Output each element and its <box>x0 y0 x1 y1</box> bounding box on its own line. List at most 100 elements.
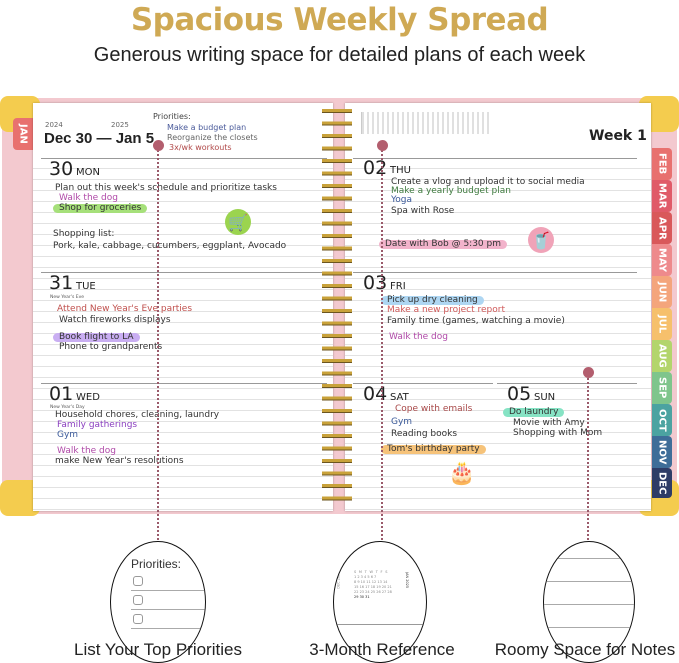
priorities-zoom: Priorities: <box>110 541 206 663</box>
entry: Gym <box>391 417 413 427</box>
entry: Phone to grandparents <box>59 342 163 352</box>
entry: Household chores, cleaning, laundry <box>55 410 220 420</box>
day-name: MON <box>76 167 100 178</box>
tab-dec[interactable]: DEC <box>652 468 672 498</box>
calendar-month: JAN 2025 <box>405 572 410 589</box>
entry: Watch fireworks displays <box>59 315 171 325</box>
calendar-month: DEC 2024 <box>336 571 341 589</box>
callout-pin <box>583 367 594 378</box>
tab-jan[interactable]: JAN <box>13 118 33 150</box>
checkbox[interactable] <box>133 576 143 586</box>
day-name: WED <box>76 392 100 403</box>
day-name: FRI <box>390 281 406 292</box>
calendar-row: 8 9 10 11 12 13 14 <box>354 580 388 584</box>
tab-feb[interactable]: FEB <box>652 148 672 180</box>
entry-highlighted: Book flight to LA <box>53 333 140 342</box>
entry: Gym <box>57 430 79 440</box>
drink-icon: 🥤 <box>528 227 554 253</box>
entry: Shopping with Mom <box>513 428 603 438</box>
priority-item: Make a budget plan <box>167 123 247 132</box>
checkbox[interactable] <box>133 614 143 624</box>
priority-item: Reorganize the closets <box>167 133 258 142</box>
entry: Reading books <box>391 429 458 439</box>
priorities-label: Priorities: <box>153 112 191 121</box>
entry-highlighted: Date with Bob @ 5:30 pm <box>379 240 507 249</box>
spiral-binding <box>322 104 352 508</box>
entry: Walk the dog <box>57 446 116 456</box>
notes-caption: Roomy Space for Notes <box>494 640 676 659</box>
birthday-cake-icon: 🎂 <box>448 461 476 486</box>
entry: Make a new project report <box>387 305 505 315</box>
week-number: Week 1 <box>589 128 647 144</box>
day-number: 03 <box>363 272 388 294</box>
tab-jul[interactable]: JUL <box>652 308 672 340</box>
subheadline: Generous writing space for detailed plan… <box>93 44 586 66</box>
entry: Attend New Year's Eve parties <box>57 304 193 314</box>
entry-highlighted: Pick up dry cleaning <box>381 296 484 305</box>
month-tabs: FEB MAR APR MAY JUN JUL AUG SEP OCT NOV … <box>652 148 672 498</box>
priorities-caption: List Your Top Priorities <box>74 640 242 659</box>
holiday-label: New Year's Eve <box>50 295 85 300</box>
calendar-row: 22 23 24 25 26 27 28 <box>354 590 392 594</box>
mini-calendars <box>361 112 491 134</box>
day-number: 30 <box>49 158 74 180</box>
right-page: Week 1 02 THU Create a vlog and upload i… <box>345 103 651 511</box>
tab-mar[interactable]: MAR <box>652 180 672 212</box>
priorities-label: Priorities: <box>131 557 182 571</box>
calendar-weekdays: S M T W T F S <box>354 570 389 574</box>
day-number: 04 <box>363 383 388 405</box>
entry-highlighted: Shop for groceries <box>53 204 148 213</box>
calendar-zoom: DEC 2024 JAN 2025 S M T W T F S 1 2 3 4 … <box>333 541 427 663</box>
day-name: SUN <box>534 392 556 403</box>
calendar-row: 29 30 31 <box>354 595 370 599</box>
start-year: 2024 <box>45 121 63 129</box>
checkbox[interactable] <box>133 595 143 605</box>
entry: Shopping list: <box>53 229 115 239</box>
tab-sep[interactable]: SEP <box>652 372 672 404</box>
day-name: TUE <box>76 281 96 292</box>
entry: Cope with emails <box>395 404 473 414</box>
entry: Pork, kale, cabbage, cucumbers, eggplant… <box>53 241 287 251</box>
entry: Walk the dog <box>59 193 118 203</box>
day-number: 05 <box>507 383 532 405</box>
end-year: 2025 <box>111 121 129 129</box>
cart-icon: 🛒 <box>225 209 251 235</box>
calendar-caption: 3-Month Reference <box>309 640 455 659</box>
tab-oct[interactable]: OCT <box>652 404 672 436</box>
callout-pin <box>377 140 388 151</box>
day-number: 01 <box>49 383 74 405</box>
day-number: 31 <box>49 272 74 294</box>
headline: Spacious Weekly Spread <box>130 2 549 38</box>
calendar-row: 1 2 3 4 5 6 7 <box>354 575 377 579</box>
entry: Create a vlog and upload it to social me… <box>391 177 585 187</box>
entry: Family time (games, watching a movie) <box>387 316 565 326</box>
holiday-label: New Year's Day <box>50 405 85 410</box>
left-page: 2024 2025 Dec 30 — Jan 5 Priorities: Mak… <box>33 103 333 511</box>
entry: Walk the dog <box>389 332 448 342</box>
entry: Movie with Amy <box>513 418 585 428</box>
day-number: 02 <box>363 157 388 179</box>
notes-zoom <box>543 541 635 663</box>
tab-may[interactable]: MAY <box>652 244 672 276</box>
entry: Make a yearly budget plan <box>391 186 511 196</box>
callout-line <box>381 146 383 540</box>
callout-pin <box>153 140 164 151</box>
entry-highlighted: Do laundry <box>503 408 565 417</box>
callout-line <box>157 146 159 540</box>
tab-aug[interactable]: AUG <box>652 340 672 372</box>
week-range: Dec 30 — Jan 5 <box>44 130 155 147</box>
entry-highlighted: Tom's birthday party <box>381 445 486 454</box>
day-name: SAT <box>390 392 409 403</box>
day-name: THU <box>390 165 411 176</box>
entry: Plan out this week's schedule and priori… <box>55 183 277 193</box>
entry: Yoga <box>391 195 413 205</box>
priority-item: 3x/wk workouts <box>169 143 232 152</box>
entry: make New Year's resolutions <box>55 456 184 466</box>
calendar-row: 15 16 17 18 19 20 21 <box>354 585 392 589</box>
tab-jun[interactable]: JUN <box>652 276 672 308</box>
callout-line <box>587 373 589 540</box>
entry: Family gatherings <box>57 420 138 430</box>
entry: Spa with Rose <box>391 206 455 216</box>
tab-nov[interactable]: NOV <box>652 436 672 468</box>
tab-apr[interactable]: APR <box>652 212 672 244</box>
